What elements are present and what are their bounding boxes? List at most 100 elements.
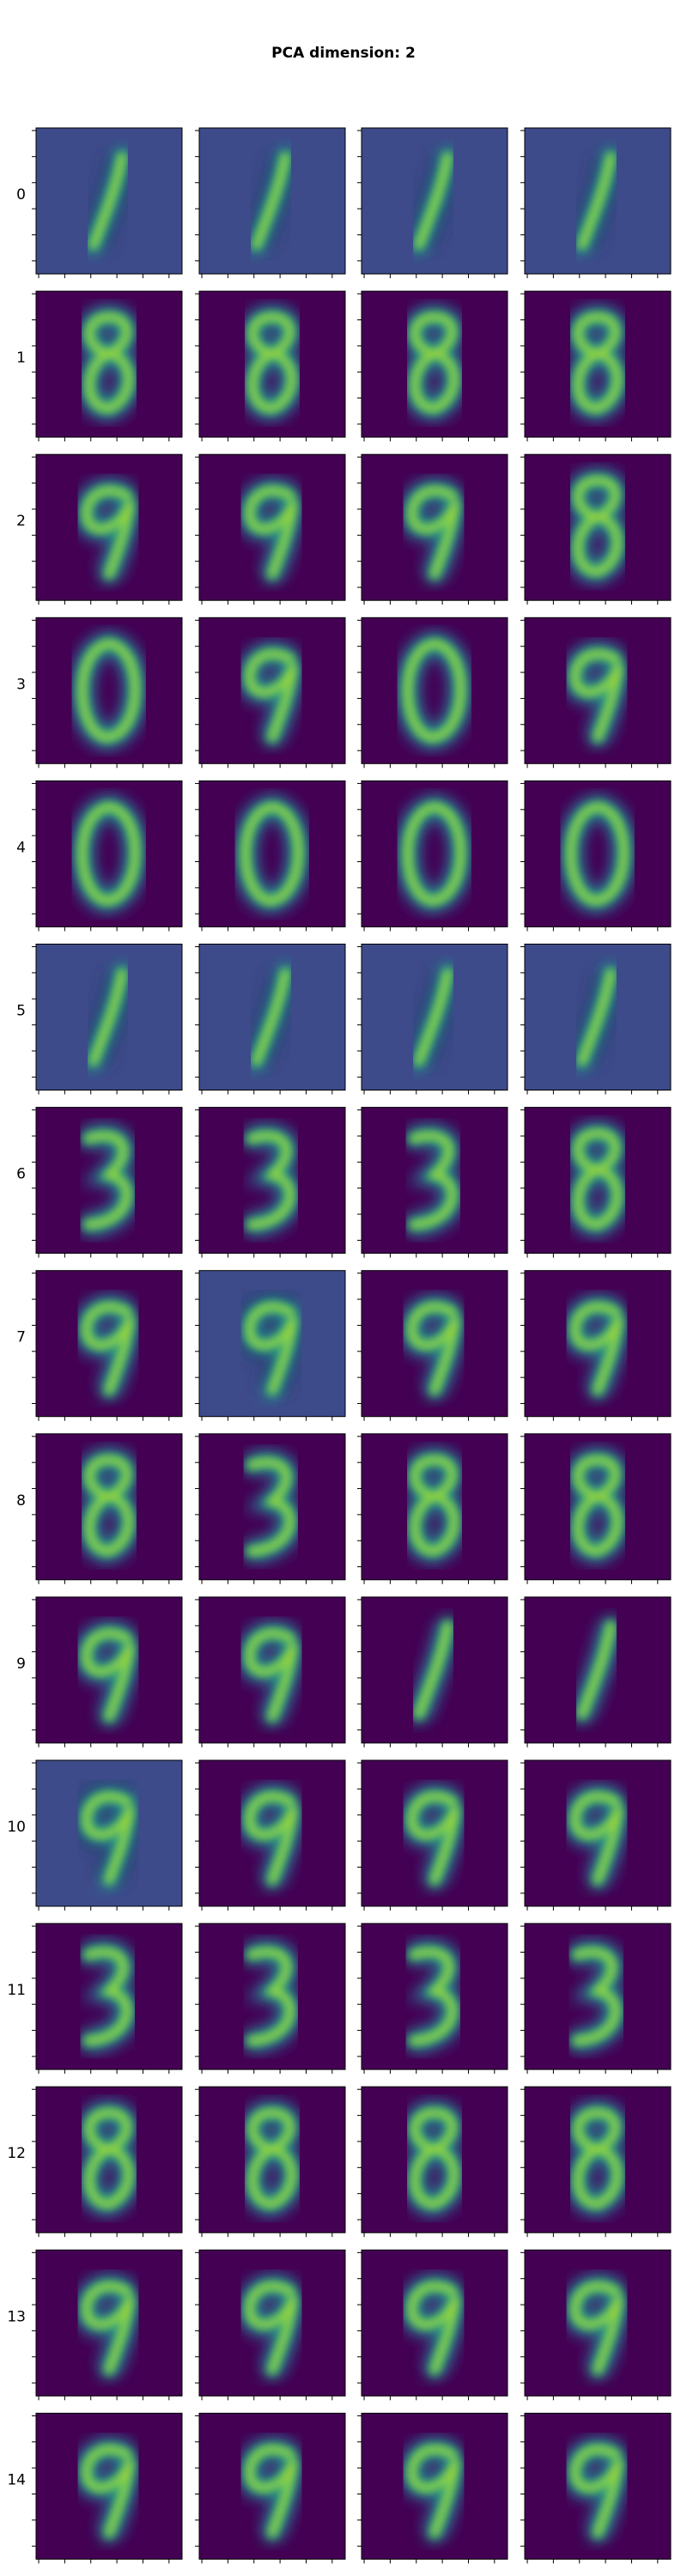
image-panel [362,617,508,764]
panel-frame [524,1596,672,1744]
image-panel [199,1923,345,2070]
image-panel [36,1107,182,1254]
panel-frame [35,1596,183,1744]
row-label: 5 [16,1003,26,1020]
panel-frame [524,617,672,764]
panel-frame [361,944,508,1091]
panel-frame [198,780,346,927]
image-panel [525,617,671,764]
image-panel [362,1270,508,1417]
panel-frame [361,2249,508,2397]
image-panel [362,454,508,601]
image-panel [36,1596,182,1743]
image-panel [525,2250,671,2397]
image-panel [36,128,182,274]
image-panel [199,781,345,927]
panel-frame [524,453,672,601]
image-panel [36,454,182,601]
image-panel [525,1433,671,1580]
image-panel [199,1760,345,1906]
panel-frame [361,1270,508,1418]
figure-title: PCA dimension: 2 [271,45,416,62]
panel-frame [361,2412,508,2560]
panel-frame [361,1433,508,1581]
image-panel [525,1760,671,1906]
image-panel [525,1270,671,1417]
image-panel [362,1596,508,1743]
panel-frame [35,1433,183,1581]
image-panel [362,1433,508,1580]
panel-frame [361,127,508,275]
row-label: 14 [7,2471,26,2488]
panel-frame [524,1270,672,1418]
image-panel [362,1923,508,2070]
row-label: 13 [7,2308,26,2325]
panel-frame [524,1923,672,2070]
row-label: 8 [16,1492,26,1510]
row-label: 3 [16,676,26,693]
row-label: 6 [16,1166,26,1183]
image-panel [199,1270,345,1417]
image-panel [199,1433,345,1580]
panel-frame [35,1923,183,2070]
image-panel [362,2250,508,2397]
image-panel [199,454,345,601]
image-panel [36,1270,182,1417]
row-label: 4 [16,839,26,856]
image-panel [36,291,182,438]
image-panel [36,944,182,1091]
panel-frame [524,2249,672,2397]
panel-frame [35,1759,183,1907]
panel-frame [361,780,508,927]
image-panel [525,1923,671,2070]
image-panel [36,2087,182,2233]
row-label: 12 [7,2145,26,2162]
image-panel [525,944,671,1091]
image-panel [36,1923,182,2070]
panel-frame [524,1433,672,1581]
panel-frame [35,780,183,927]
image-panel [36,2250,182,2397]
image-panel [36,781,182,927]
panel-frame [524,290,672,438]
panel-frame [35,2086,183,2233]
panel-frame [361,1923,508,2070]
panel-frame [524,1107,672,1255]
panel-frame [198,453,346,601]
image-panel [525,128,671,274]
panel-frame [35,127,183,275]
panel-frame [35,453,183,601]
panel-frame [361,2086,508,2233]
image-panel [36,617,182,764]
panel-frame [524,780,672,927]
panel-frame [35,290,183,438]
panel-frame [198,1759,346,1907]
panel-frame [524,2086,672,2233]
panel-frame [35,944,183,1091]
panel-frame [198,2249,346,2397]
panel-frame [198,1107,346,1255]
panel-frame [524,944,672,1091]
image-panel [362,1760,508,1906]
panel-frame [198,1270,346,1418]
image-panel [362,2087,508,2233]
image-panel [362,2413,508,2560]
panel-frame [198,290,346,438]
panel-frame [361,1107,508,1255]
image-panel [525,291,671,438]
image-panel [36,1760,182,1906]
panel-frame [198,1596,346,1744]
panel-frame [198,127,346,275]
panel-frame [198,617,346,764]
row-label: 1 [16,349,26,367]
image-panel [199,1107,345,1254]
image-panel [362,944,508,1091]
panel-frame [361,1759,508,1907]
panel-frame [198,944,346,1091]
panel-frame [361,453,508,601]
image-panel [199,2087,345,2233]
panel-frame [361,1596,508,1744]
image-panel [199,291,345,438]
